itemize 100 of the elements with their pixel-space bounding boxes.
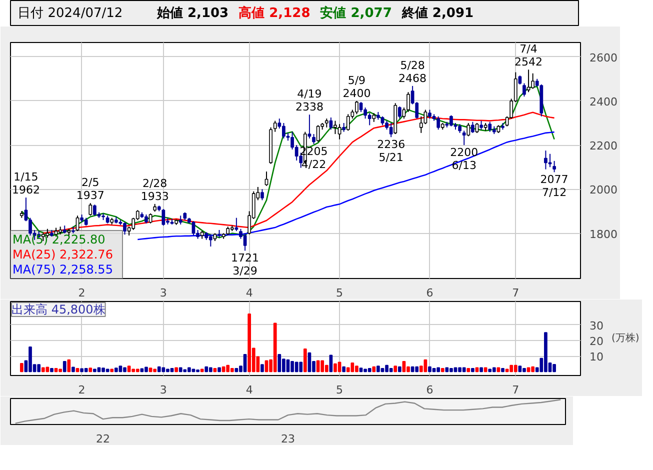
bar (222, 366, 226, 372)
bar (454, 367, 458, 372)
annotation: 2/5 1937 (76, 176, 104, 202)
annotation: 1/15 1962 (12, 170, 40, 197)
bar (394, 366, 398, 372)
bar (376, 366, 380, 372)
candlestick (273, 120, 277, 132)
annotation: 7/4 2542 (514, 42, 543, 69)
candlestick (470, 121, 474, 134)
bar (492, 367, 496, 372)
x-tick-label: 22 (96, 432, 110, 446)
bar (204, 366, 208, 372)
x-tick-label: 6 (426, 384, 434, 396)
bar (106, 368, 110, 372)
bar (424, 359, 428, 372)
candlestick (475, 122, 479, 134)
text: 終値 2,091 (400, 6, 474, 21)
candlestick (544, 150, 548, 170)
bar (200, 368, 204, 372)
bar (440, 368, 444, 372)
x-tick-label: 7 (512, 286, 520, 300)
bar (230, 368, 234, 372)
bar (37, 364, 41, 372)
candlestick (234, 217, 238, 232)
bar (132, 368, 136, 372)
annotation: 5/9 2400 (342, 74, 371, 100)
bar (178, 367, 182, 372)
bar (501, 368, 504, 372)
candlestick (462, 130, 466, 146)
x-tick-label: 5 (336, 384, 344, 396)
x-tick-label: 3 (160, 286, 167, 300)
text: 始値 2,103 (156, 6, 229, 21)
candlestick (329, 116, 333, 130)
bar (144, 366, 148, 372)
bar (484, 367, 488, 372)
candlestick (243, 232, 247, 252)
annotation: 2/28 1933 (140, 176, 169, 203)
bar (526, 367, 530, 372)
bar (264, 360, 268, 372)
annotation: 5/28 2468 (398, 58, 427, 85)
x-tick-label: 6 (426, 286, 434, 300)
bar (260, 364, 264, 372)
bar (308, 352, 312, 372)
x-tick-label: 4 (246, 384, 253, 396)
bar (496, 367, 500, 372)
candlestick (368, 112, 372, 126)
bar (226, 364, 230, 372)
x-tick-label: 3 (160, 384, 167, 396)
candlestick (148, 212, 152, 224)
annotation: 2077 7/12 (540, 173, 568, 200)
bar (299, 362, 303, 372)
annotation: 出来高 45,800株 (12, 302, 106, 316)
bar (488, 368, 492, 372)
candlestick (424, 109, 428, 125)
bar (123, 367, 126, 372)
bar (514, 364, 518, 372)
bar (350, 362, 354, 372)
bar (471, 368, 474, 372)
bar (88, 368, 92, 372)
x-tick-label: 5 (336, 286, 344, 300)
candlestick (308, 114, 312, 139)
bar (462, 367, 466, 372)
bar (72, 366, 75, 372)
y-tick-label: 1800 (590, 228, 618, 241)
candlestick (552, 160, 556, 173)
bar (208, 367, 212, 372)
bar (380, 368, 384, 372)
candlestick (334, 120, 337, 135)
bar (552, 364, 556, 372)
bar (359, 368, 363, 372)
annotation: 2236 5/21 (377, 138, 406, 164)
bar (531, 366, 534, 372)
bar (389, 368, 393, 372)
annotation: 1721 3/29 (231, 252, 260, 278)
x-tick-label: 4 (246, 286, 253, 300)
y-tick-label: 2200 (590, 140, 618, 153)
y-tick-label: 10 (590, 350, 604, 364)
bar (518, 366, 522, 372)
bar (432, 368, 436, 372)
bar (76, 368, 80, 372)
bar (273, 322, 277, 372)
y-tick-label: 20 (590, 334, 604, 348)
series-label: MA(25) 2,322.76 (12, 248, 113, 262)
text: MA(75) 2,258.55 (12, 262, 113, 276)
candlestick (76, 215, 80, 232)
bar (286, 359, 290, 372)
bar (428, 366, 432, 372)
bar (402, 360, 406, 372)
bar (84, 368, 88, 372)
bar (110, 368, 114, 372)
candlestick (436, 116, 440, 130)
bar (54, 368, 58, 372)
x-tick-label: 2 (78, 286, 86, 300)
bar (398, 366, 402, 372)
bar (213, 368, 217, 372)
bar (445, 367, 449, 372)
bar (218, 367, 221, 372)
bar (157, 366, 161, 372)
bar (62, 360, 66, 372)
candlestick (398, 106, 402, 120)
